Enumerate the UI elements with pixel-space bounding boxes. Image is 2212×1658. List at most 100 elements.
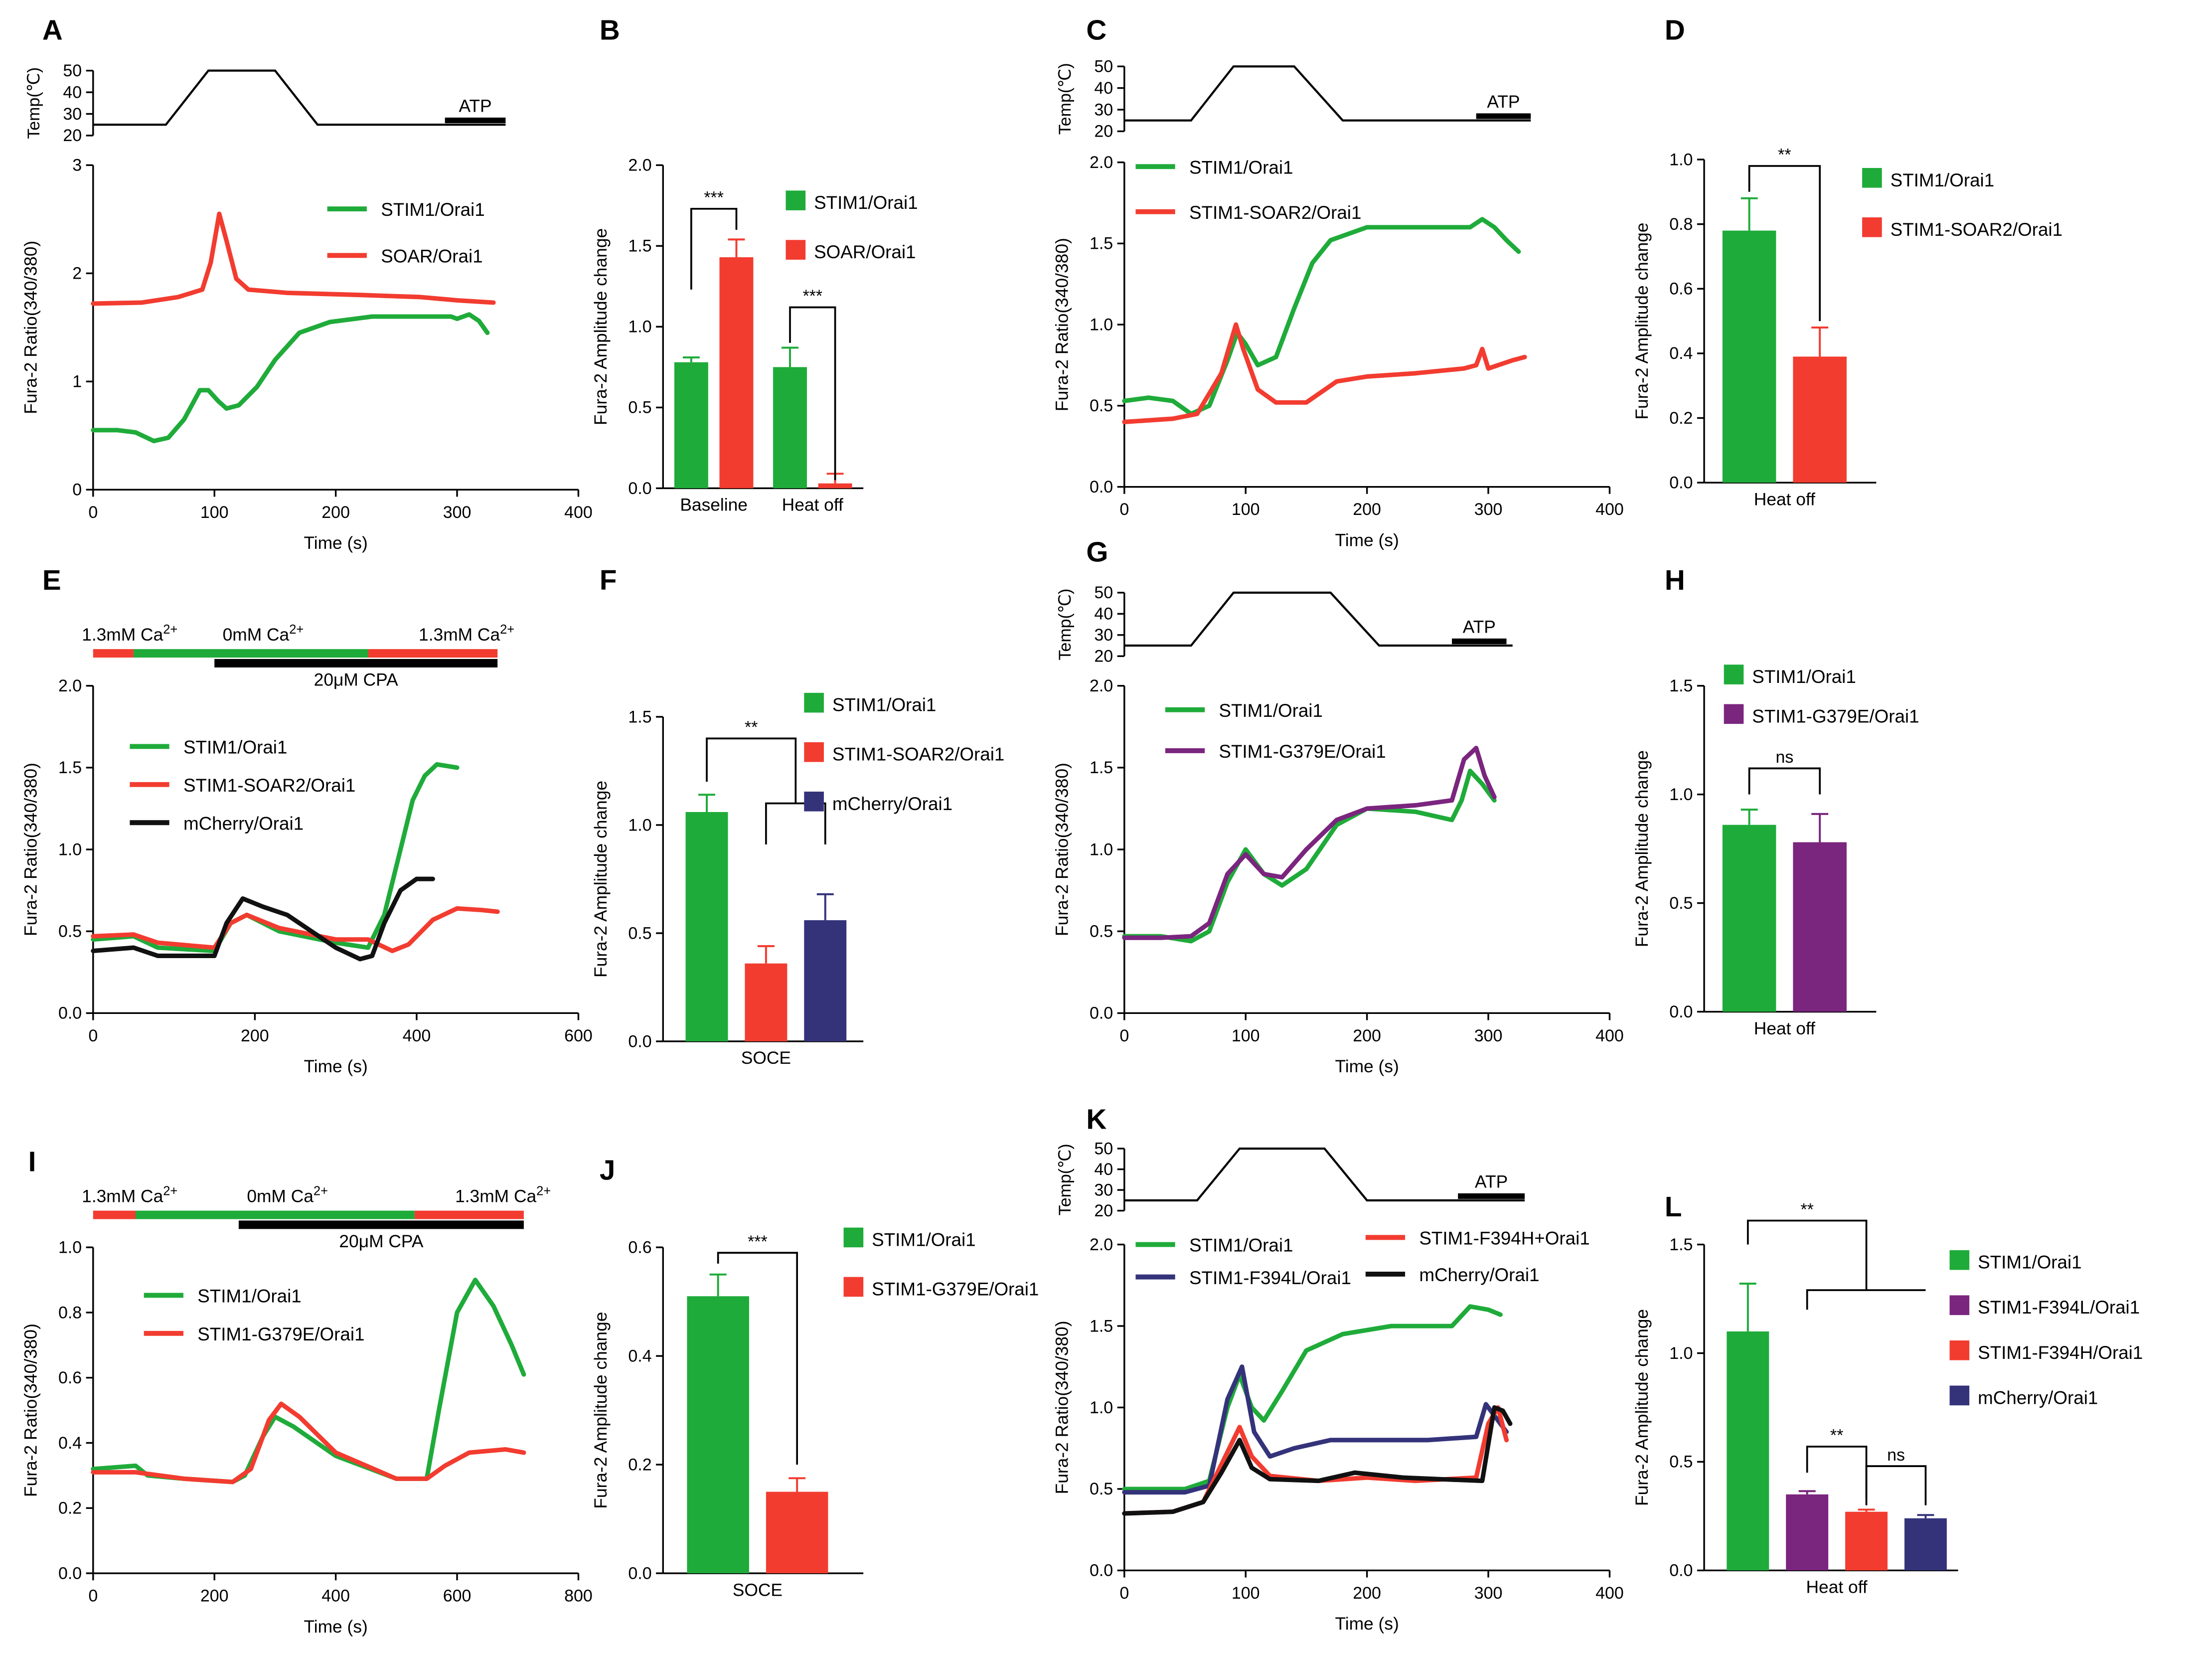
panel-G-atp-label: ATP [1463, 618, 1496, 637]
panel-L-signif-bracket-label: ** [1800, 1200, 1813, 1219]
panel-K-legend-label: STIM1-F394H+Orai1 [1419, 1228, 1589, 1249]
panel-C-label: C [1086, 14, 1106, 45]
panel-E-x-tick-label: 0 [88, 1026, 98, 1045]
panel-B-bar-0 [674, 362, 708, 489]
panel-B-signif-bracket [789, 306, 836, 481]
panel-G-temp-tick-label: 50 [1094, 583, 1113, 602]
panel-C-y-tick-label: 0.0 [1090, 478, 1113, 497]
panel-G-y-tick-label: 0.5 [1090, 922, 1113, 941]
panel-B-legend-swatch [786, 190, 806, 210]
panel-K-y-tick-label: 1.0 [1090, 1398, 1113, 1417]
panel-I-series-line-0 [91, 1278, 526, 1485]
panel-A-legend-label: SOAR/Orai1 [381, 246, 482, 267]
panel-C-temp-profile [1124, 65, 1531, 122]
panel-D-group-label: Heat off [1754, 490, 1815, 509]
panel-K-temp-profile [1124, 1147, 1525, 1202]
panel-E-ca-superscript: 2+ [289, 623, 304, 637]
panel-K-temp-axis-label: Temp(℃) [1056, 1144, 1075, 1215]
panel-L-legend-label: STIM1-F394H/Orai1 [1978, 1342, 2143, 1363]
panel-K-temp-tick-label: 20 [1094, 1201, 1113, 1220]
panel-C-temp-tick-label: 30 [1094, 100, 1113, 119]
panel-L-bar-2 [1845, 1511, 1888, 1571]
panel-A-temp-axis-label: Temp(℃) [24, 67, 43, 139]
panel-J-signif-bracket-label: *** [748, 1232, 768, 1251]
panel-C-x-tick-label: 0 [1119, 500, 1129, 519]
panel-I-y-axis-label: Fura-2 Ratio(340/380) [21, 1324, 41, 1497]
panel-A-temp-tick-label: 30 [63, 105, 82, 124]
panel-D-y-tick-label: 0.0 [1669, 473, 1693, 492]
panel-B-y-tick-label: 0.0 [628, 479, 651, 498]
panel-A-x-tick-label: 0 [88, 503, 98, 522]
panel-G-y-axis-label: Fura-2 Ratio(340/380) [1053, 763, 1072, 936]
panel-K-x-tick-label: 400 [1595, 1584, 1624, 1603]
panel-F-signif-bracket [706, 737, 797, 804]
panel-E-y-axis-label: Fura-2 Ratio(340/380) [21, 763, 41, 936]
panel-H-legend-label: STIM1/Orai1 [1752, 666, 1856, 687]
panel-L-label: L [1665, 1191, 1682, 1222]
panel-B-signif-bracket-label: *** [704, 188, 724, 207]
panel-K-x-tick-label: 0 [1119, 1584, 1129, 1603]
panel-D-bar-1 [1793, 356, 1847, 483]
panel-G-label: G [1086, 536, 1108, 568]
panel-H-bar-1 [1793, 842, 1847, 1012]
panel-A-y-axis-label: Fura-2 Ratio(340/380) [21, 241, 41, 414]
panel-B-label: B [600, 14, 620, 45]
panel-A-x-tick-label: 300 [443, 503, 472, 522]
panel-K-x-tick-label: 300 [1474, 1584, 1503, 1603]
panel-A-x-tick-label: 100 [200, 503, 229, 522]
panel-F-signif-subbracket [765, 802, 826, 845]
panel-K-temp-tick-label: 50 [1094, 1139, 1113, 1158]
panel-J-signif-bracket [717, 1252, 798, 1465]
panel-A-atp-label: ATP [459, 97, 491, 116]
panel-K-series-line-1 [1122, 1364, 1509, 1495]
panel-G-x-tick-label: 300 [1474, 1026, 1503, 1045]
panel-K-atp-label: ATP [1475, 1172, 1508, 1192]
panel-L-legend-label: STIM1-F394L/Orai1 [1978, 1297, 2140, 1318]
panel-L-signif-bracket-2-label: ** [1830, 1426, 1843, 1445]
panel-L-signif-subbracket [1806, 1289, 1926, 1310]
panel-I-legend-label: STIM1-G379E/Orai1 [197, 1324, 364, 1344]
panel-I-y-tick-label: 0.8 [58, 1303, 82, 1322]
panel-A-label: A [42, 14, 63, 45]
panel-I-x-tick-label: 800 [564, 1587, 593, 1606]
panel-I-cpa-label: 20μM CPA [339, 1232, 423, 1251]
panel-L-signif-bracket-2 [1806, 1446, 1868, 1499]
panel-F-signif-bracket-label: ** [745, 718, 758, 737]
panel-A-series-line-0 [91, 312, 490, 444]
panel-G-x-axis-label: Time (s) [1335, 1057, 1399, 1076]
panel-C-temp-tick-label: 40 [1094, 79, 1113, 98]
panel-E-label: E [42, 564, 61, 596]
panel-C-temp-axis-label: Temp(℃) [1056, 63, 1075, 135]
panel-C-x-axis-label: Time (s) [1335, 531, 1399, 550]
panel-K-legend-label: STIM1/Orai1 [1189, 1235, 1293, 1256]
panel-F-bar-1 [745, 963, 788, 1041]
panel-J-legend-swatch [843, 1227, 864, 1248]
panel-B-y-tick-label: 1.5 [628, 237, 651, 256]
panel-J-legend-label: STIM1-G379E/Orai1 [872, 1279, 1039, 1299]
panel-C-y-tick-label: 1.5 [1090, 234, 1113, 253]
panel-L-group-label: Heat off [1806, 1578, 1868, 1597]
panel-F-y-tick-label: 0.5 [628, 924, 651, 943]
panel-B-bar-1 [818, 483, 852, 489]
panel-K-temp-tick-label: 30 [1094, 1180, 1113, 1199]
panel-F-y-tick-label: 1.5 [628, 707, 651, 726]
panel-G-temp-tick-label: 20 [1094, 647, 1113, 666]
panel-I-ca-label: 1.3mM Ca2+ [455, 1184, 551, 1206]
panel-F-group-label: SOCE [741, 1048, 791, 1068]
panel-A-y-tick-label: 2 [72, 264, 82, 283]
panel-G-y-tick-label: 2.0 [1090, 676, 1113, 695]
panel-B-bar-0 [773, 367, 807, 489]
panel-E-y-tick-label: 0.5 [58, 922, 82, 941]
panel-C-x-tick-label: 200 [1353, 500, 1381, 519]
panel-J-y-tick-label: 0.2 [628, 1455, 651, 1474]
panel-E-series-line-2 [91, 876, 435, 962]
panel-H-y-tick-label: 1.0 [1669, 785, 1693, 804]
panel-C-x-tick-label: 100 [1232, 500, 1260, 519]
panel-I-y-tick-label: 0.6 [58, 1368, 82, 1387]
panel-E-x-tick-label: 600 [564, 1026, 593, 1045]
panel-F-legend-label: STIM1-SOAR2/Orai1 [832, 744, 1004, 765]
panel-L-y-tick-label: 0.0 [1669, 1561, 1693, 1580]
panel-I-x-tick-label: 600 [443, 1587, 472, 1606]
panel-B-bar-1 [719, 257, 754, 489]
